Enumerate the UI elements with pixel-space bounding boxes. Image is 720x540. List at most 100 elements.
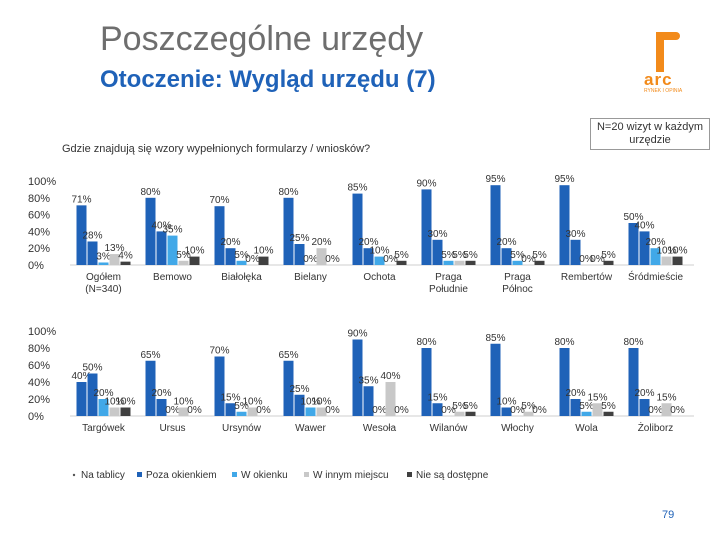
bar <box>490 343 501 416</box>
legend-label: W innym miejscu <box>313 470 389 481</box>
category-label: Żoliborz <box>638 421 674 434</box>
page-subtitle: Otoczenie: Wygląd urzędu (7) <box>100 66 436 93</box>
data-label: 5% <box>521 401 536 412</box>
bar <box>225 403 236 416</box>
question-text: Gdzie znajdują się wzory wypełnionych fo… <box>62 143 371 155</box>
logo-crane-icon <box>656 32 664 72</box>
y-tick-label: 80% <box>28 193 50 205</box>
data-label: 5% <box>394 250 409 261</box>
data-label: 3% <box>96 251 111 262</box>
bar <box>628 348 639 416</box>
bar <box>98 262 109 265</box>
data-label: 10% <box>311 397 331 408</box>
bar <box>283 197 294 265</box>
data-label: 0% <box>303 254 318 265</box>
data-label: 5% <box>234 250 249 261</box>
data-label: 5% <box>463 250 478 261</box>
bar <box>432 239 443 265</box>
bar <box>316 407 327 416</box>
bar <box>454 260 465 265</box>
data-label: 5% <box>234 401 249 412</box>
bar <box>374 256 385 265</box>
data-label: 20% <box>311 237 331 248</box>
bar <box>501 248 512 265</box>
data-label: 0% <box>579 254 594 265</box>
bar <box>603 411 614 416</box>
bar <box>592 403 603 416</box>
category-label: Targówek <box>82 423 126 434</box>
bar <box>432 403 443 416</box>
logo-crane-arm <box>664 32 680 40</box>
data-label: 65% <box>140 350 160 361</box>
bar <box>76 382 87 416</box>
bar <box>145 360 156 416</box>
data-label: 5% <box>532 250 547 261</box>
data-label: 30% <box>427 229 447 240</box>
logo-brand: arc <box>644 70 673 89</box>
bar <box>352 339 363 416</box>
bar <box>570 239 581 265</box>
data-label: 20% <box>645 237 665 248</box>
bar <box>76 205 87 265</box>
y-tick-label: 0% <box>28 260 44 272</box>
y-tick-label: 0% <box>28 411 44 423</box>
y-tick-label: 40% <box>28 377 50 389</box>
bar <box>559 185 570 265</box>
bar <box>87 241 98 265</box>
data-label: 15% <box>220 392 240 403</box>
bar <box>145 197 156 265</box>
bar <box>454 411 465 416</box>
data-label: 0% <box>532 405 547 416</box>
data-label: 5% <box>510 250 525 261</box>
data-label: 4% <box>118 251 133 262</box>
bar <box>559 348 570 416</box>
data-label: 80% <box>416 337 436 348</box>
bar <box>120 407 131 416</box>
bar <box>534 260 545 265</box>
data-label: 15% <box>587 392 607 403</box>
data-label: 80% <box>554 337 574 348</box>
bar <box>421 348 432 416</box>
category-label: Ursynów <box>222 423 262 434</box>
data-label: 70% <box>209 195 229 206</box>
category-label: Śródmieście <box>628 270 683 283</box>
data-label: 0% <box>510 405 525 416</box>
data-label: 0% <box>245 254 260 265</box>
y-tick-label: 40% <box>28 226 50 238</box>
data-label: 5% <box>452 401 467 412</box>
data-label: 10% <box>253 246 273 257</box>
bar <box>603 260 614 265</box>
bar <box>98 399 109 416</box>
data-label: 5% <box>601 401 616 412</box>
data-label: 10% <box>173 397 193 408</box>
bar <box>109 407 120 416</box>
category-label: Ursus <box>159 423 185 434</box>
category-label: Ogółem (N=340) <box>85 272 121 295</box>
page-title: Poszczególne urzędy <box>100 20 424 58</box>
legend-marker <box>407 472 412 477</box>
bar <box>236 411 247 416</box>
data-label: 15% <box>427 392 447 403</box>
data-label: 95% <box>485 174 505 185</box>
data-label: 0% <box>394 405 409 416</box>
data-label: 20% <box>496 237 516 248</box>
data-label: 28% <box>82 230 102 241</box>
bar <box>120 261 131 265</box>
data-label: 15% <box>656 392 676 403</box>
bar <box>490 185 501 265</box>
legend-label: Nie są dostępne <box>416 470 489 481</box>
bar <box>214 206 225 265</box>
data-label: 20% <box>358 237 378 248</box>
data-label: 40% <box>151 220 171 231</box>
data-label: 80% <box>140 187 160 198</box>
data-label: 85% <box>347 183 367 194</box>
data-label: 10% <box>104 397 124 408</box>
bar <box>465 411 476 416</box>
bar <box>294 394 305 416</box>
category-label: Wola <box>575 423 598 434</box>
legend-marker <box>137 472 142 477</box>
bar <box>178 407 189 416</box>
bar <box>214 356 225 416</box>
bar <box>87 373 98 416</box>
